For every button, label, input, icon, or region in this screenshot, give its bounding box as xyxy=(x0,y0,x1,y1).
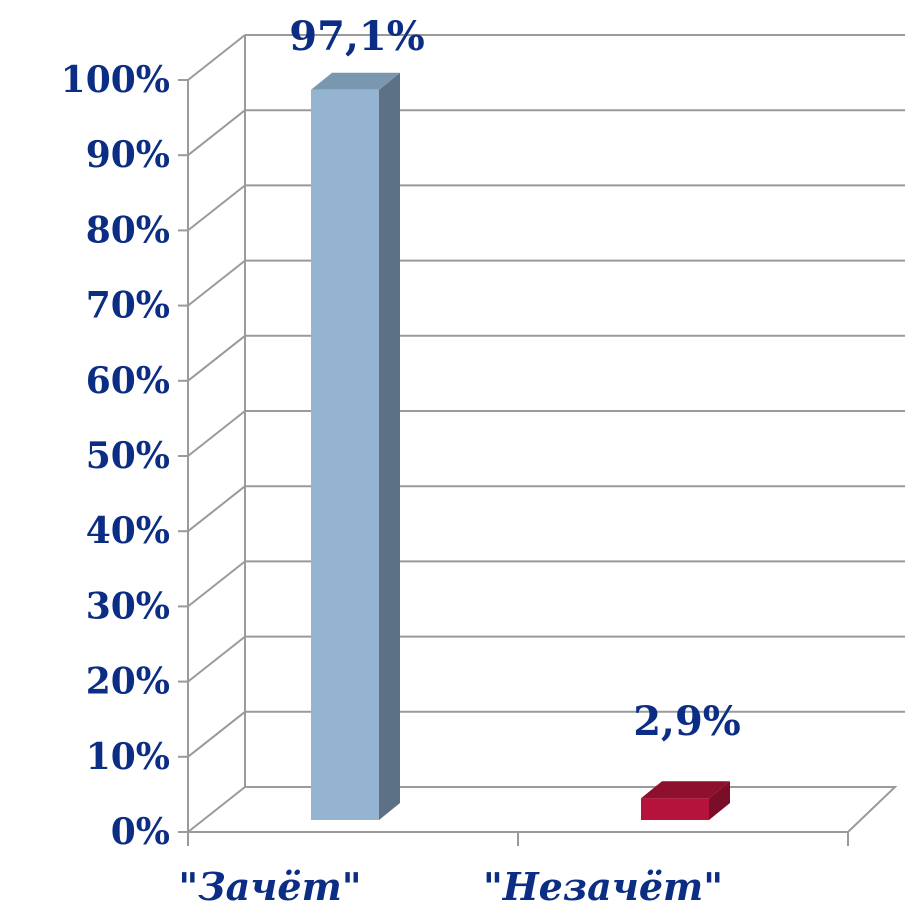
y-tick-label: 40% xyxy=(86,510,170,552)
y-tick-label: 30% xyxy=(86,585,170,627)
gridlines xyxy=(187,34,905,758)
floor xyxy=(185,786,898,833)
side-gridline xyxy=(187,109,246,156)
category-label: "Зачёт" xyxy=(178,864,361,909)
side-gridline xyxy=(187,335,246,382)
y-tick-label: 20% xyxy=(86,661,170,703)
bar-side xyxy=(379,72,400,821)
y-tick-label: 50% xyxy=(86,435,170,477)
bar-top xyxy=(641,781,730,799)
y-tick-label: 10% xyxy=(86,736,170,778)
y-tick-label: 60% xyxy=(86,360,170,402)
bar-front xyxy=(311,89,379,821)
side-gridline xyxy=(187,711,246,758)
axes xyxy=(178,35,898,846)
y-tick-label: 80% xyxy=(86,209,170,251)
data-labels: 97,1% 2,9% xyxy=(289,13,741,745)
data-label: 97,1% xyxy=(289,13,424,60)
side-gridline xyxy=(187,259,246,307)
bar-front xyxy=(641,798,709,820)
bar-top xyxy=(311,72,400,90)
y-tick-label: 70% xyxy=(86,285,170,327)
y-tick-label: 90% xyxy=(86,134,170,176)
bars xyxy=(311,72,730,821)
y-tick-label: 0% xyxy=(111,811,170,853)
bar xyxy=(641,781,730,820)
category-label: "Незачёт" xyxy=(483,864,723,909)
side-gridline xyxy=(187,184,246,232)
y-axis-tick-labels: 0% 10% 20% 30% 40% 50% 60% 70% 80% 90% 100% xyxy=(61,59,170,853)
side-gridline xyxy=(187,560,246,608)
side-gridline xyxy=(187,410,246,457)
side-gridline xyxy=(187,485,246,532)
y-tick-label: 100% xyxy=(61,59,170,101)
data-label: 2,9% xyxy=(633,698,741,745)
bar-side xyxy=(709,781,730,820)
category-labels: "Зачёт" "Незачёт" xyxy=(178,864,723,909)
side-gridline xyxy=(187,635,246,683)
bar xyxy=(311,72,400,821)
side-gridline xyxy=(187,34,246,81)
